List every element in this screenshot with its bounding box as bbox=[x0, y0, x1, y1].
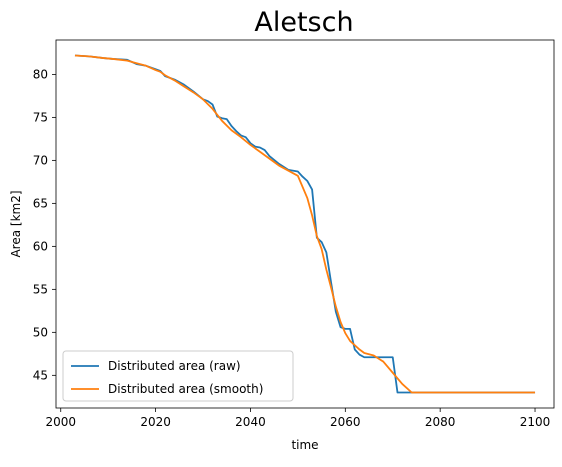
y-axis-ticks: 45 50 55 60 65 70 75 80 bbox=[33, 67, 56, 382]
legend-label-raw: Distributed area (raw) bbox=[108, 359, 241, 373]
x-axis-label: time bbox=[291, 438, 318, 452]
legend-box bbox=[62, 350, 294, 402]
x-tick-label: 2060 bbox=[330, 415, 361, 429]
x-axis-ticks: 2000 2020 2040 2060 2080 2100 bbox=[45, 408, 550, 429]
x-tick-label: 2000 bbox=[45, 415, 76, 429]
y-tick-label: 75 bbox=[33, 110, 48, 124]
y-tick-label: 80 bbox=[33, 67, 48, 81]
x-tick-label: 2100 bbox=[520, 415, 551, 429]
y-tick-label: 60 bbox=[33, 239, 48, 253]
y-tick-label: 45 bbox=[33, 368, 48, 382]
plot-frame bbox=[55, 39, 555, 409]
x-tick-label: 2080 bbox=[425, 415, 456, 429]
y-tick-label: 65 bbox=[33, 196, 48, 210]
y-tick-label: 50 bbox=[33, 325, 48, 339]
y-axis-label: Area [km2] bbox=[9, 190, 23, 257]
plot-area bbox=[56, 40, 554, 408]
legend-label-smooth: Distributed area (smooth) bbox=[108, 382, 263, 396]
legend: Distributed area (raw) Distributed area … bbox=[62, 350, 294, 402]
y-tick-label: 70 bbox=[33, 153, 48, 167]
series-line-smooth bbox=[74, 54, 536, 394]
x-tick-label: 2020 bbox=[140, 415, 171, 429]
y-tick-label: 55 bbox=[33, 282, 48, 296]
x-tick-label: 2040 bbox=[235, 415, 266, 429]
series-layer bbox=[74, 54, 536, 394]
chart-title: Aletsch bbox=[254, 7, 353, 38]
